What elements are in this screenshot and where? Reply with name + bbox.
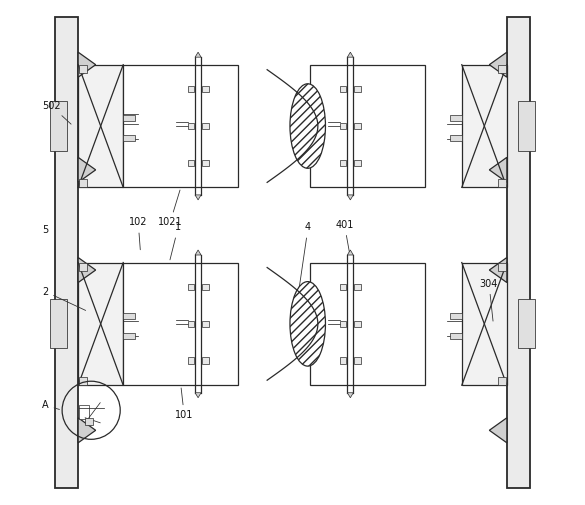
Text: 102: 102 — [129, 218, 147, 250]
Ellipse shape — [290, 84, 325, 168]
Bar — [450, 115, 462, 121]
Bar — [123, 313, 135, 319]
Bar — [498, 263, 506, 271]
Bar — [54, 17, 78, 488]
Polygon shape — [489, 418, 507, 443]
Bar — [202, 321, 209, 327]
Bar — [355, 321, 361, 327]
Ellipse shape — [290, 282, 325, 366]
Bar — [498, 377, 506, 385]
Bar — [202, 123, 209, 129]
Bar — [450, 313, 462, 319]
Polygon shape — [347, 250, 353, 255]
Bar — [355, 160, 361, 166]
Text: 1: 1 — [170, 223, 181, 260]
Polygon shape — [195, 250, 201, 255]
Polygon shape — [489, 258, 507, 283]
Polygon shape — [489, 52, 507, 77]
Bar — [188, 358, 194, 364]
Text: 1021: 1021 — [158, 190, 183, 227]
Bar — [507, 17, 531, 488]
Bar — [355, 86, 361, 92]
Bar — [340, 321, 346, 327]
Bar — [355, 358, 361, 364]
Text: 401: 401 — [335, 220, 354, 255]
Text: A: A — [42, 400, 60, 410]
Bar — [79, 65, 87, 73]
Bar — [450, 333, 462, 339]
Bar — [498, 65, 506, 73]
Bar — [202, 284, 209, 290]
Polygon shape — [347, 393, 353, 398]
Ellipse shape — [290, 282, 325, 366]
Bar — [310, 263, 425, 385]
Bar — [85, 418, 92, 425]
Bar — [450, 135, 462, 141]
Bar — [188, 86, 194, 92]
Bar — [78, 263, 123, 385]
Bar — [340, 358, 346, 364]
Polygon shape — [489, 158, 507, 182]
Bar — [202, 86, 209, 92]
Text: 2: 2 — [42, 286, 85, 311]
Bar — [123, 135, 135, 141]
Bar — [340, 284, 346, 290]
Ellipse shape — [290, 84, 325, 168]
Bar — [50, 102, 67, 150]
Bar — [79, 377, 87, 385]
Bar — [123, 333, 135, 339]
Polygon shape — [78, 258, 96, 283]
Bar — [188, 321, 194, 327]
Bar — [188, 123, 194, 129]
Text: 5: 5 — [42, 225, 49, 235]
Bar — [50, 299, 67, 348]
Bar — [355, 123, 361, 129]
Polygon shape — [195, 195, 201, 200]
Bar — [78, 405, 89, 419]
Bar — [123, 65, 239, 187]
Bar — [188, 160, 194, 166]
Bar — [123, 115, 135, 121]
Polygon shape — [78, 52, 96, 77]
Bar — [340, 123, 346, 129]
Bar — [498, 179, 506, 187]
Polygon shape — [195, 52, 201, 57]
Bar — [355, 284, 361, 290]
Bar — [188, 284, 194, 290]
Polygon shape — [195, 393, 201, 398]
Polygon shape — [78, 418, 96, 443]
Bar — [79, 263, 87, 271]
Polygon shape — [347, 195, 353, 200]
Bar — [462, 263, 507, 385]
Polygon shape — [78, 158, 96, 182]
Bar — [79, 179, 87, 187]
Bar — [340, 160, 346, 166]
Text: 304: 304 — [480, 279, 498, 321]
Text: 4: 4 — [298, 223, 311, 296]
Bar — [202, 160, 209, 166]
Bar — [518, 102, 535, 150]
Bar — [518, 299, 535, 348]
Polygon shape — [347, 52, 353, 57]
Bar — [340, 86, 346, 92]
Bar — [123, 263, 239, 385]
Bar — [462, 65, 507, 187]
Bar — [310, 65, 425, 187]
Bar — [202, 358, 209, 364]
Bar — [78, 65, 123, 187]
Text: 502: 502 — [42, 101, 71, 124]
Text: 101: 101 — [175, 388, 194, 420]
